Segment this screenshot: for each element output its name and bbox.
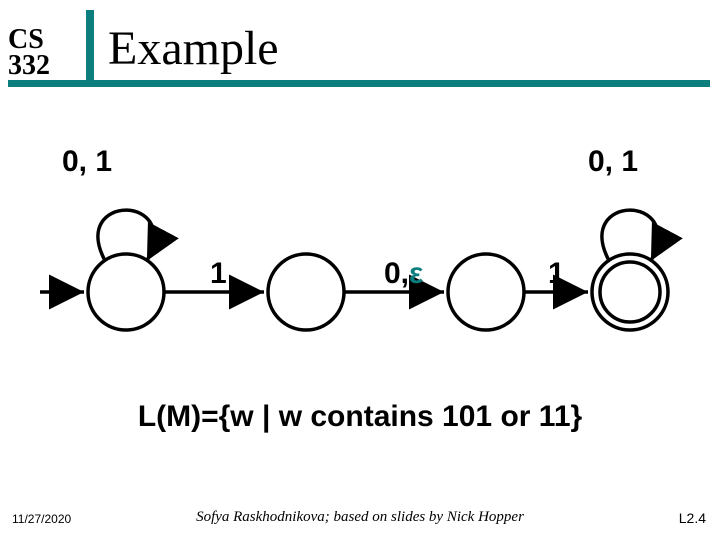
transition-label: 1	[548, 257, 565, 291]
state-circle	[448, 254, 524, 330]
vertical-bar	[86, 10, 94, 80]
state-circle	[88, 254, 164, 330]
transition-label: 1	[210, 257, 227, 291]
loop-label: 0, 1	[62, 145, 112, 179]
loop-label: 0, 1	[588, 145, 638, 179]
language-text: L(M)={w | w contains 101 or 11}	[0, 400, 720, 434]
transition-label: 0,ε	[384, 257, 423, 291]
slide-title: Example	[108, 21, 279, 80]
slide-header: CS 332 Example	[0, 0, 720, 80]
horizontal-rule	[8, 80, 710, 87]
footer-credit: Sofya Raskhodnikova; based on slides by …	[0, 509, 720, 526]
footer-page: L2.4	[679, 510, 706, 526]
logo-line2: 332	[8, 53, 78, 80]
course-logo: CS 332	[8, 27, 78, 80]
logo-line1: CS	[8, 27, 78, 54]
state-circle	[268, 254, 344, 330]
state-circle	[592, 254, 668, 330]
automaton-diagram: 0, 1 0, 1 1 0,ε 1	[0, 117, 720, 417]
